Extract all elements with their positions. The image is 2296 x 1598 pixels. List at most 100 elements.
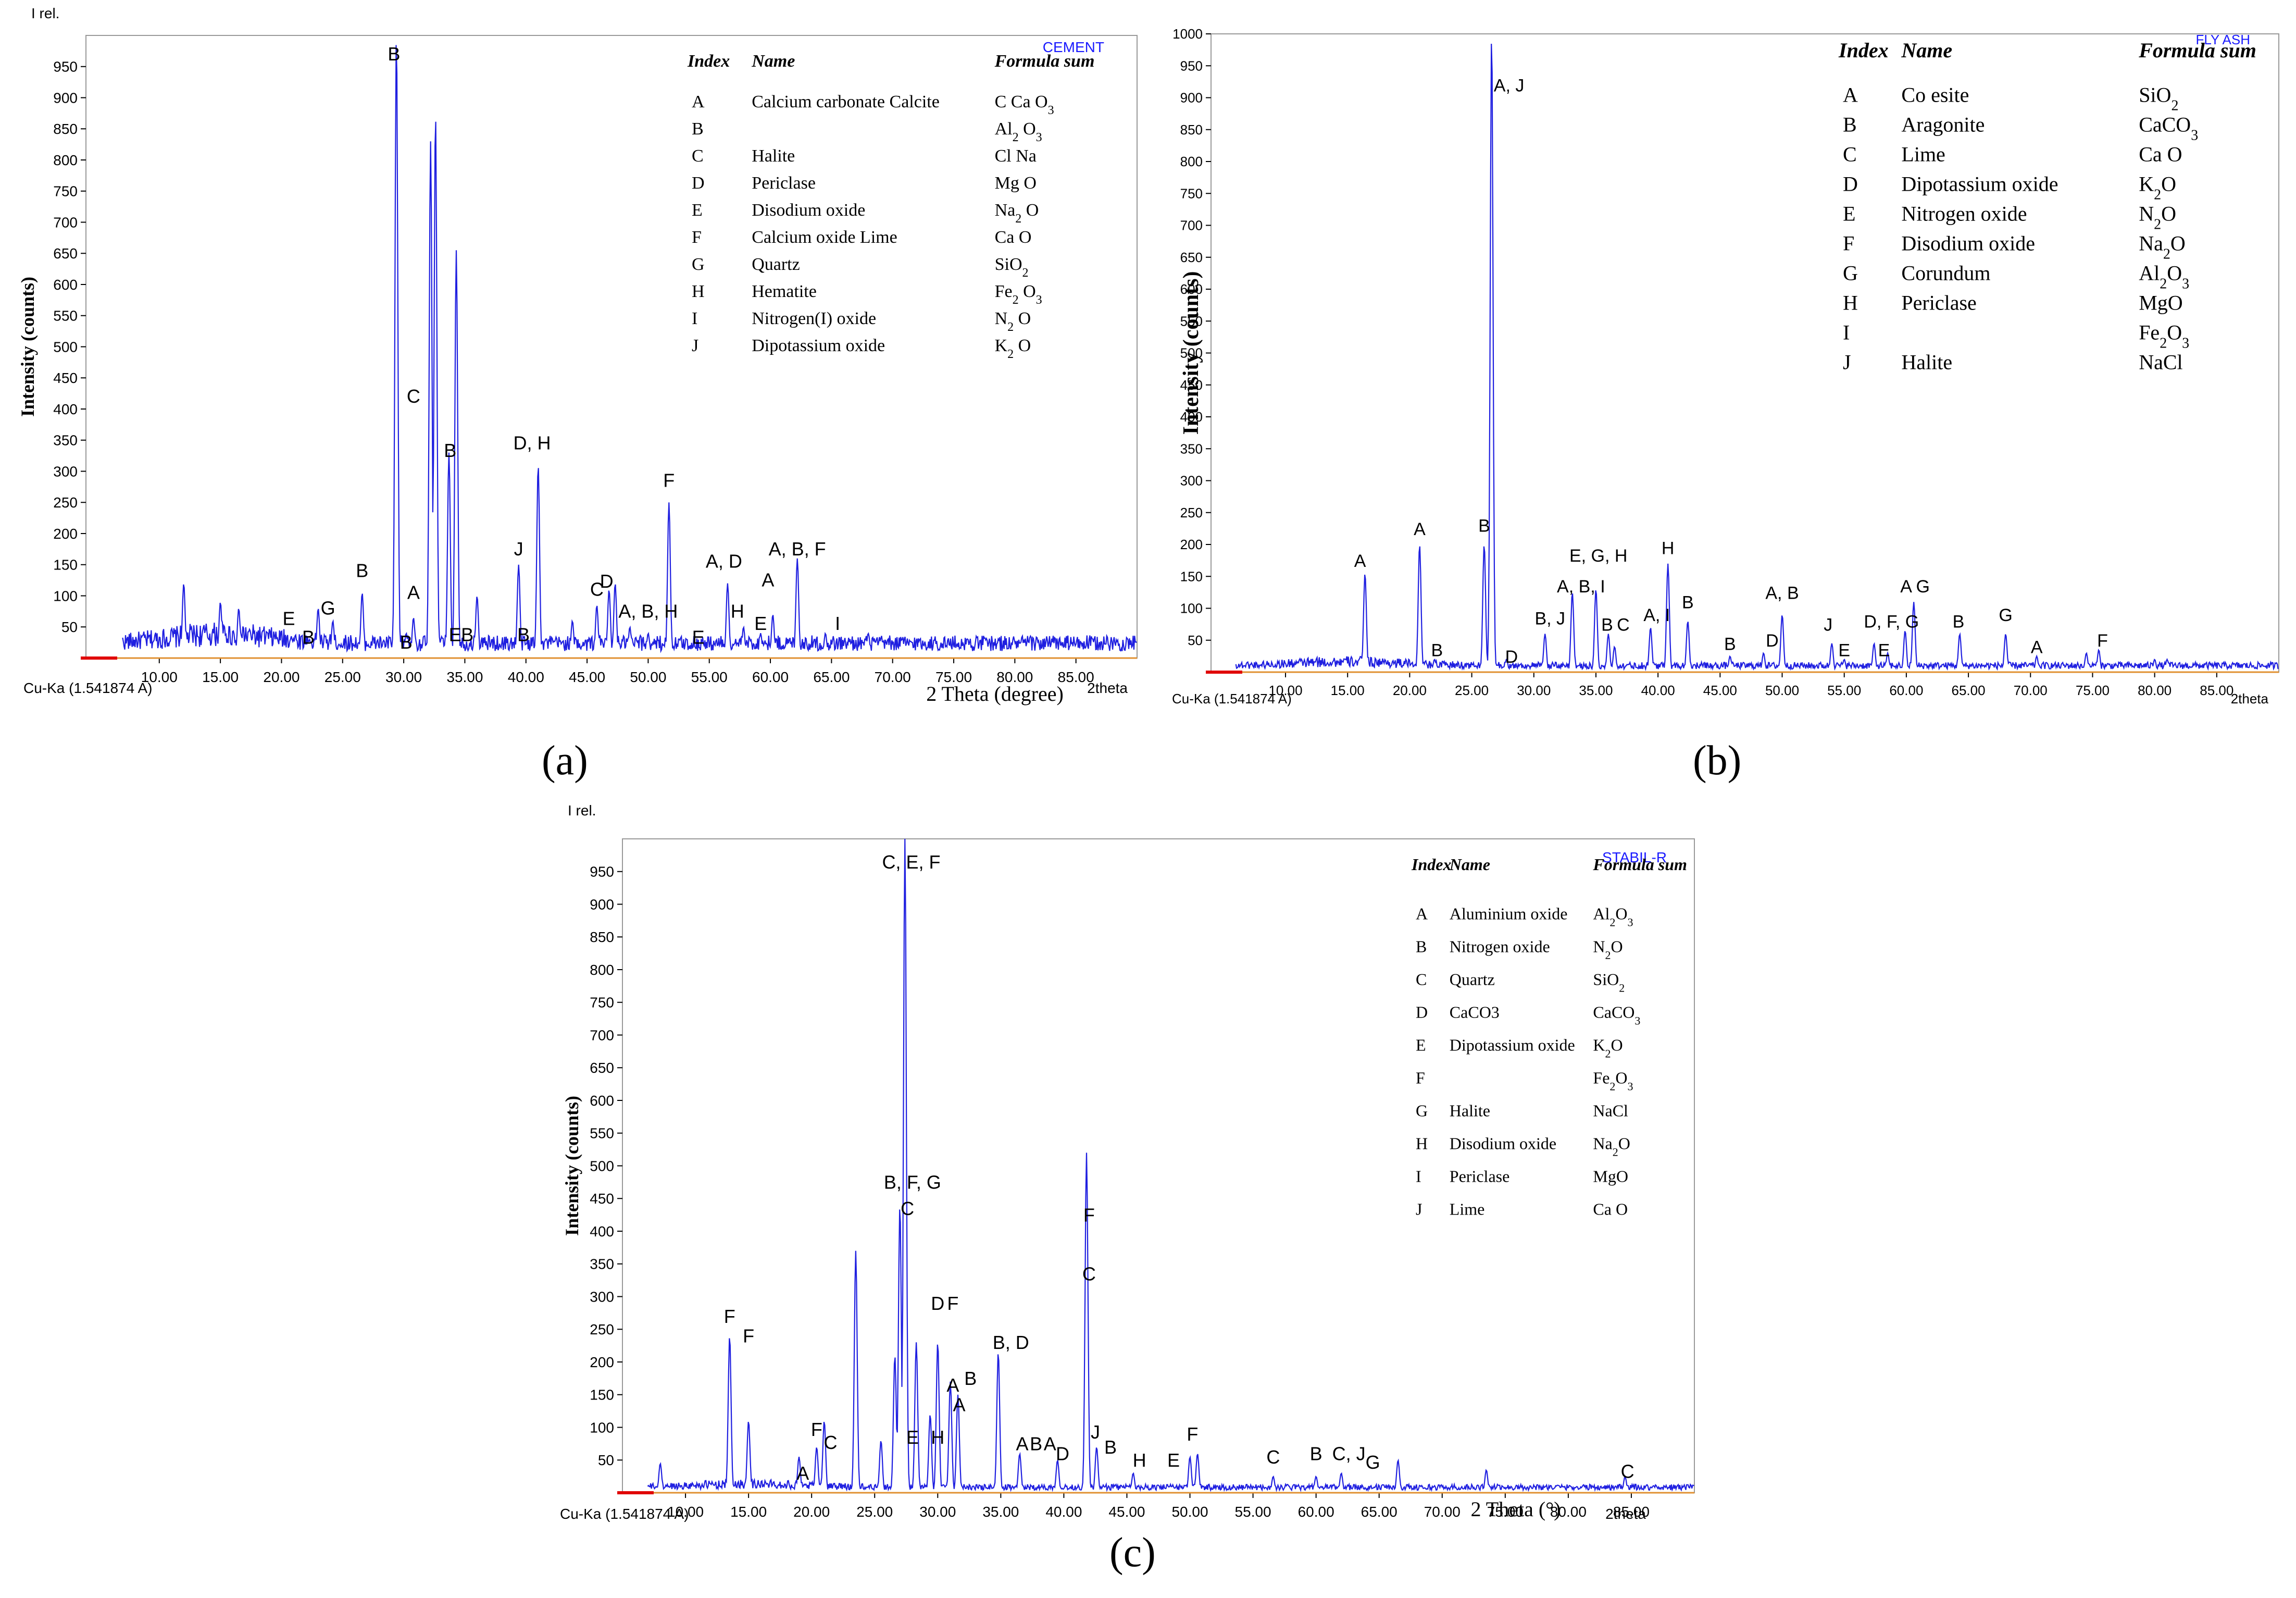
legend-name: Halite <box>1901 351 1952 374</box>
diffraction-trace <box>647 838 1694 1492</box>
axis-unit-label: 2theta <box>1087 680 1128 696</box>
y-tick-label: 250 <box>590 1321 614 1337</box>
x-tick-label: 65.00 <box>1361 1504 1397 1520</box>
peak-annotation: C, E, F <box>882 851 940 873</box>
peak-annotation: F <box>743 1326 754 1347</box>
peak-annotation: B <box>1431 641 1443 661</box>
legend-index: J <box>1416 1200 1422 1219</box>
x-tick-label: 80.00 <box>996 669 1033 685</box>
x-tick-label: 30.00 <box>1517 683 1551 698</box>
y-tick-label: 700 <box>1180 218 1203 233</box>
legend-name: Nitrogen oxide <box>1901 202 2027 226</box>
y-tick-label: 600 <box>1180 281 1203 297</box>
y-tick-label: 700 <box>53 214 78 230</box>
x-tick-label: 40.00 <box>1045 1504 1082 1520</box>
legend-name: Nitrogen oxide <box>1450 937 1550 956</box>
legend-formula: Ca O <box>995 228 1032 247</box>
legend-formula: N2 O <box>995 309 1031 334</box>
x-tick-label: 10.00 <box>141 669 178 685</box>
peak-annotation: B <box>400 631 413 653</box>
legend-index: F <box>692 228 702 247</box>
axis-unit-label: 2theta <box>2231 691 2269 707</box>
sample-tag: STABIL-R <box>1602 849 1667 865</box>
y-tick-label: 350 <box>590 1256 614 1272</box>
legend-header: Name <box>751 52 795 71</box>
legend-index: F <box>1416 1069 1425 1087</box>
y-tick-label: 550 <box>53 308 78 324</box>
y-tick-label: 450 <box>590 1191 614 1207</box>
peak-annotation: A <box>1044 1433 1056 1455</box>
peak-annotation: B, F, G <box>884 1172 941 1193</box>
peak-annotation: E <box>283 608 295 629</box>
y-tick-label: 450 <box>1180 377 1203 393</box>
x-axis-label: 2 Theta (°) <box>1471 1497 1561 1521</box>
peak-annotation: F <box>947 1293 958 1314</box>
peak-annotation: B <box>517 624 530 646</box>
y-tick-label: 800 <box>1180 154 1203 169</box>
source-label: Cu-Ka (1.541874 A) <box>23 680 153 696</box>
y-axis-label: Intensity (counts) <box>561 1096 582 1236</box>
y-tick-label: 300 <box>590 1289 614 1305</box>
legend-formula: K2 O <box>995 336 1031 361</box>
x-tick-label: 55.00 <box>1235 1504 1271 1520</box>
x-tick-label: 65.00 <box>813 669 850 685</box>
y-tick-label: 350 <box>1180 441 1203 456</box>
peak-annotation: B <box>302 626 315 648</box>
plot-frame <box>85 35 1138 659</box>
legend-formula: N2O <box>2139 202 2176 233</box>
legend-formula: SiO2 <box>2139 83 2178 114</box>
y-tick-label: 150 <box>1180 568 1203 584</box>
legend-name: Corundum <box>1901 262 1990 285</box>
peak-annotation: B <box>1478 516 1490 536</box>
y-tick-label: 750 <box>1180 185 1203 201</box>
legend-index: A <box>692 92 705 112</box>
peak-annotation: B <box>1724 634 1736 654</box>
peak-annotation: E <box>692 626 705 648</box>
peak-annotation: C <box>901 1198 914 1219</box>
legend-index: H <box>1843 291 1858 315</box>
y-tick-label: 850 <box>1180 122 1203 138</box>
xrd-chart-b: 50 100 150 200 250 300 350 400 450 500 550 600 650 70… <box>1172 26 2279 707</box>
peak-annotation: F <box>663 469 675 491</box>
legend-name: Disodium oxide <box>1901 232 2035 255</box>
legend-formula: SiO2 <box>995 255 1029 280</box>
y-tick-label: 250 <box>1180 505 1203 521</box>
peak-annotation: A <box>796 1463 809 1484</box>
legend-name: Dipotassium oxide <box>1450 1036 1575 1055</box>
peak-annotation: C <box>1266 1446 1280 1468</box>
diffraction-trace <box>122 45 1138 653</box>
peak-annotation: B, J <box>1534 609 1565 628</box>
y-tick-label: 50 <box>1188 633 1203 648</box>
legend-formula: K2O <box>1593 1036 1623 1060</box>
x-tick-label: 35.00 <box>1579 683 1613 698</box>
legend-header: Name <box>1901 39 1952 62</box>
peak-annotation: A, J <box>1494 76 1525 95</box>
peak-annotation: D <box>1056 1443 1069 1465</box>
x-tick-label: 85.00 <box>1613 1504 1650 1520</box>
x-tick-label: 80.00 <box>2138 683 2172 698</box>
peak-annotation: J <box>514 538 523 560</box>
x-tick-label: 15.00 <box>202 669 239 685</box>
legend-formula: NaCl <box>2139 351 2182 374</box>
y-tick-label: 250 <box>53 494 78 511</box>
x-tick-label: 65.00 <box>1952 683 1986 698</box>
peak-annotation: B, D <box>993 1332 1029 1353</box>
legend-formula: Fe2 O3 <box>995 282 1042 307</box>
peak-annotation: A, B, F <box>769 538 826 560</box>
y-tick-label: 500 <box>53 339 78 355</box>
peak-annotation: B <box>1682 593 1694 613</box>
peak-annotation: E <box>754 613 767 634</box>
x-tick-label: 60.00 <box>1889 683 1923 698</box>
x-tick-label: 25.00 <box>856 1504 893 1520</box>
legend-name: Lime <box>1901 143 1945 166</box>
legend-name: Halite <box>1450 1101 1490 1120</box>
peak-annotation: D <box>931 1293 944 1314</box>
x-tick-label: 50.00 <box>1171 1504 1208 1520</box>
x-tick-label: 30.00 <box>919 1504 956 1520</box>
legend-name: Hematite <box>752 282 817 301</box>
legend-name: Aluminium oxide <box>1450 905 1568 923</box>
legend-index: G <box>1416 1101 1428 1120</box>
y-tick-label: 900 <box>1180 90 1203 106</box>
peak-annotation: I <box>835 613 840 634</box>
